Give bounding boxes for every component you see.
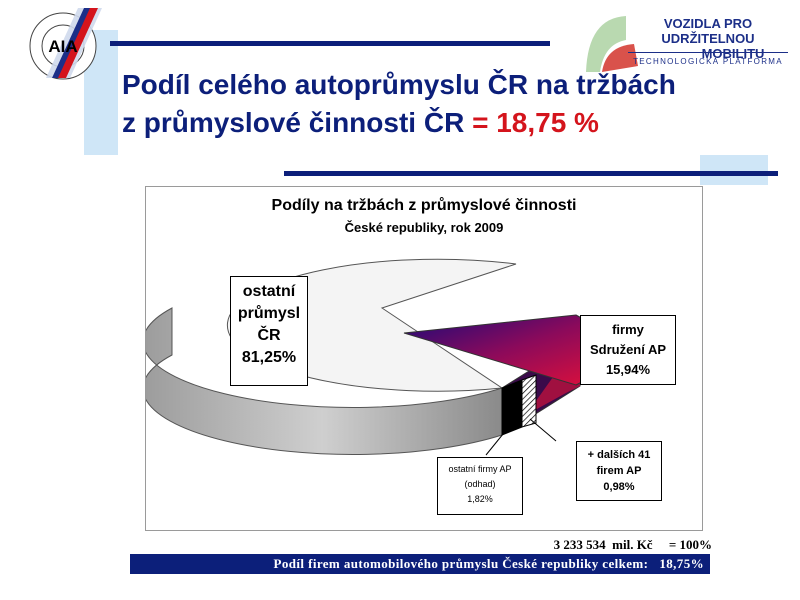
label-ostatni-line3: ČR	[257, 327, 281, 344]
footer-summary-band: Podíl firem automobilového průmyslu Česk…	[130, 554, 710, 574]
title-line2: z průmyslové činnosti ČR = 18,75 %	[122, 104, 792, 142]
total-unit: mil. Kč	[612, 537, 653, 552]
label-ostatni-line1: ostatní	[242, 283, 296, 300]
title-highlight: = 18,75 %	[472, 107, 599, 138]
label-ostatni: ostatní průmysl ČR 81,25%	[230, 276, 308, 386]
decor-line-bottom	[284, 171, 778, 176]
label-ostatni-line2: průmysl	[237, 305, 301, 322]
label-dalsi-line1: + dalších 41	[587, 449, 651, 461]
decor-bar-right	[700, 155, 768, 185]
total-value: 3 233 534	[553, 537, 606, 552]
label-firmy-line1: firmy	[612, 322, 644, 337]
aia-logo: AIA	[20, 6, 116, 84]
platform-underline	[628, 52, 788, 53]
title-line1: Podíl celého autoprůmyslu ČR na tržbách	[122, 69, 676, 100]
platform-subtitle: TECHNOLOGICKÁ PLATFORMA	[633, 57, 783, 66]
page-title: Podíl celého autoprůmyslu ČR na tržbách …	[122, 66, 792, 142]
leader-dalsi	[529, 418, 557, 442]
label-ostatni-pct: 81,25%	[241, 349, 297, 366]
svg-text:AIA: AIA	[48, 37, 77, 56]
chart-frame: Podíly na tržbách z průmyslové činnosti …	[145, 186, 703, 531]
chart-title: Podíly na tržbách z průmyslové činnosti	[271, 197, 577, 214]
label-firmy-pct: 15,94%	[605, 362, 651, 377]
leader-odhad	[485, 422, 513, 456]
label-dalsi-line2: firem AP	[596, 465, 642, 477]
label-odhad: ostatní firmy AP (odhad) 1,82%	[437, 457, 523, 515]
chart-subtitle: České republiky, rok 2009	[344, 220, 504, 235]
footer-total: 3 233 534 mil. Kč = 100%	[470, 537, 712, 553]
label-firmy: firmy Sdružení AP 15,94%	[580, 315, 676, 385]
decor-line-top	[110, 41, 550, 46]
slice-dalsi	[521, 374, 537, 428]
label-dalsi-pct: 0,98%	[603, 481, 635, 493]
label-firmy-line2: Sdružení AP	[589, 342, 667, 357]
total-eq: = 100%	[668, 537, 712, 552]
platform-line1: VOZIDLA PRO UDRŽITELNOU	[661, 16, 755, 46]
platform-line2: MOBILITU	[701, 46, 765, 61]
footer-summary: Podíl firem automobilového průmyslu Česk…	[273, 556, 704, 571]
label-odhad-pct: 1,82%	[467, 494, 493, 504]
title-line2-text: z průmyslové činnosti ČR	[122, 107, 465, 138]
label-odhad-line1: ostatní firmy AP	[448, 464, 512, 474]
platform-name: VOZIDLA PRO UDRŽITELNOU MOBILITU	[626, 16, 790, 61]
label-dalsi: + dalších 41 firem AP 0,98%	[576, 441, 662, 501]
slice-odhad	[501, 379, 523, 436]
label-odhad-line2: (odhad)	[464, 479, 496, 489]
platform-logo: VOZIDLA PRO UDRŽITELNOU MOBILITU TECHNOL…	[582, 10, 790, 78]
